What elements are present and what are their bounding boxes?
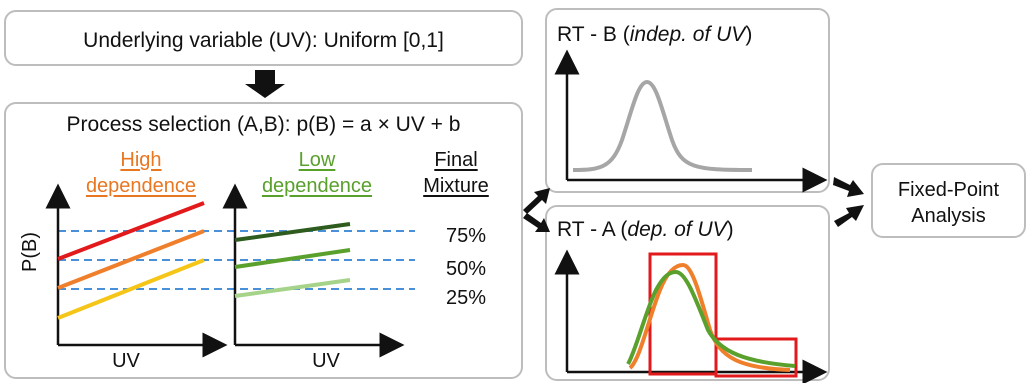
rt-a-title: RT - A (dep. of UV) bbox=[557, 219, 734, 240]
high-line-yellow bbox=[57, 258, 205, 320]
underlying-variable-box: Underlying variable (UV): Uniform [0,1] bbox=[4, 10, 523, 66]
right-arrow-icon bbox=[523, 177, 864, 232]
rt-a-title-italic: dep. of UV bbox=[627, 218, 727, 241]
fixed-point-line2: Analysis bbox=[911, 205, 986, 227]
rt-b-curve bbox=[572, 79, 753, 172]
high-line-red bbox=[57, 201, 205, 261]
high-line-orange bbox=[57, 229, 205, 290]
high-dependence-line2: dependence bbox=[85, 175, 197, 197]
x-axis-label-left: UV bbox=[112, 350, 140, 372]
fixed-point-line1: Fixed-Point bbox=[897, 179, 1000, 201]
low-line-light bbox=[234, 278, 351, 298]
process-title: Process selection (A,B): p(B) = a × UV +… bbox=[66, 113, 461, 136]
rt-a-box: RT - A (dep. of UV) bbox=[545, 205, 830, 381]
level-75: 75% bbox=[445, 225, 487, 247]
rt-a-curve-green bbox=[626, 269, 796, 368]
high-dependence-line1: High bbox=[120, 149, 162, 171]
rt-a-title-suffix: ) bbox=[726, 218, 734, 241]
low-dependence-line2: dependence bbox=[261, 175, 373, 197]
level-50: 50% bbox=[445, 258, 487, 280]
rt-b-title-italic: indep. of UV bbox=[629, 23, 746, 46]
rt-b-title-prefix: RT - B ( bbox=[557, 23, 630, 46]
rt-a-curve-orange bbox=[628, 262, 791, 372]
rt-a-title-prefix: RT - A ( bbox=[557, 218, 628, 241]
final-mixture-line1: Final bbox=[434, 149, 478, 171]
process-selection-box: Process selection (A,B): p(B) = a × UV +… bbox=[4, 102, 523, 379]
fixed-point-box: Fixed-Point Analysis bbox=[871, 163, 1026, 238]
low-line-mid bbox=[234, 248, 351, 269]
low-line-dark bbox=[234, 222, 351, 242]
x-axis-label-right: UV bbox=[312, 350, 340, 372]
level-25: 25% bbox=[445, 287, 487, 309]
highlight-box-tail bbox=[714, 337, 798, 378]
low-dependence-line1: Low bbox=[298, 149, 336, 171]
rt-b-title-suffix: ) bbox=[745, 23, 753, 46]
underlying-variable-text: Underlying variable (UV): Uniform [0,1] bbox=[83, 29, 444, 52]
final-mixture-line2: Mixture bbox=[423, 175, 489, 197]
rt-b-title: RT - B (indep. of UV) bbox=[557, 24, 752, 45]
